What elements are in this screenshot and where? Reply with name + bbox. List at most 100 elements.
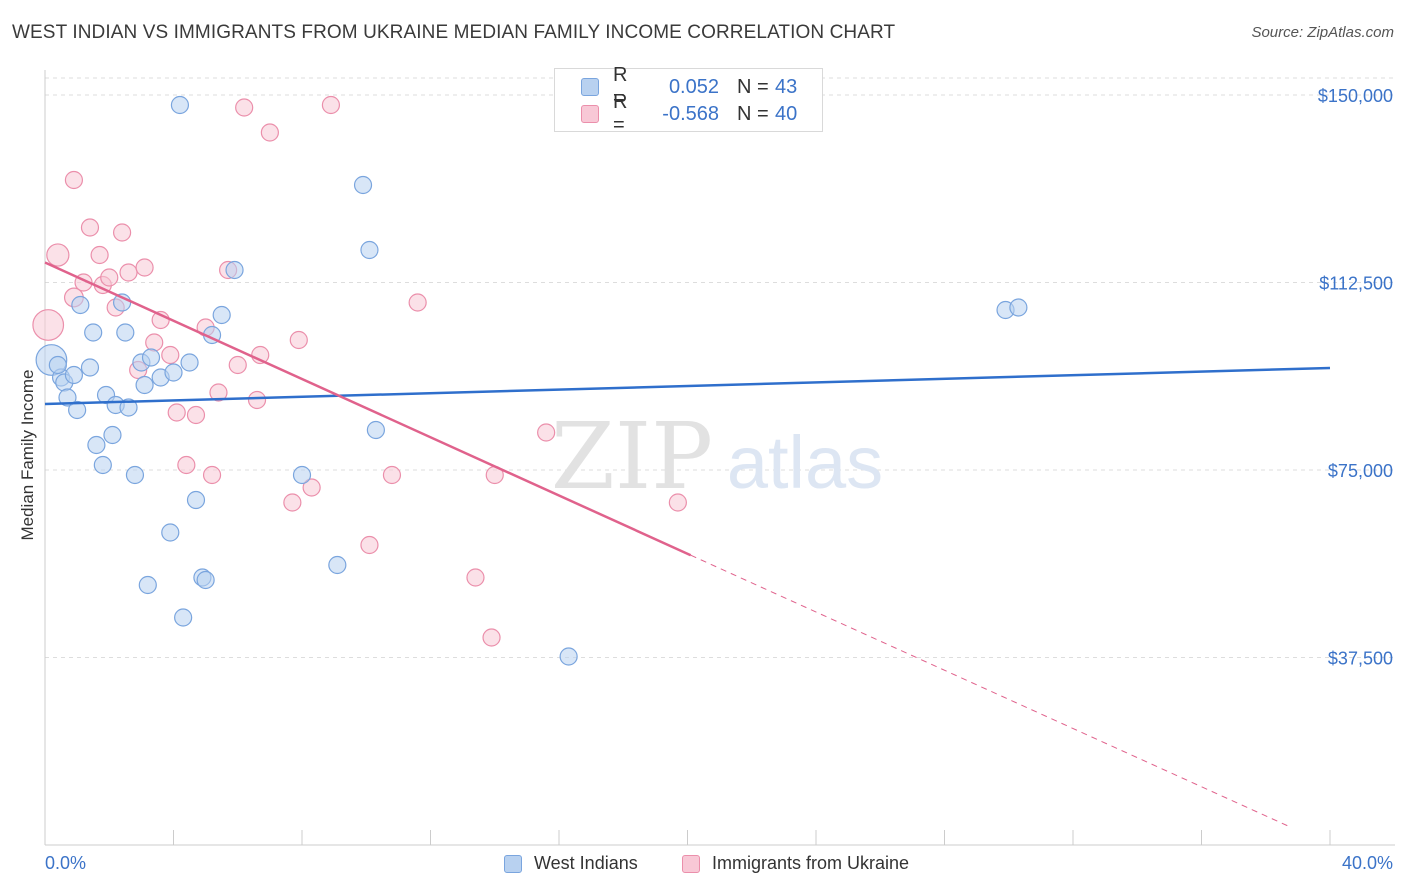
point-west-indian bbox=[559, 647, 578, 666]
chart-title: WEST INDIAN VS IMMIGRANTS FROM UKRAINE M… bbox=[12, 22, 896, 43]
legend-n-value: 43 bbox=[775, 75, 798, 98]
point-ukraine bbox=[90, 245, 109, 265]
point-ukraine bbox=[186, 405, 206, 425]
y-tick-label: $37,500 bbox=[1328, 649, 1393, 669]
point-ukraine bbox=[100, 268, 119, 287]
point-ukraine bbox=[209, 383, 228, 402]
point-ukraine bbox=[135, 258, 154, 277]
point-west-indian bbox=[225, 260, 244, 280]
y-tick-label: $150,000 bbox=[1318, 86, 1393, 106]
point-ukraine bbox=[283, 493, 302, 512]
point-ukraine bbox=[668, 493, 687, 512]
point-west-indian bbox=[141, 348, 161, 367]
point-west-indian bbox=[48, 355, 67, 375]
x-tick-label-max: 40.0% bbox=[1342, 853, 1393, 873]
legend-swatch-pink bbox=[581, 105, 599, 123]
series-legend: West Indians Immigrants from Ukraine bbox=[0, 853, 1406, 875]
legend-swatch-blue bbox=[581, 78, 599, 96]
y-tick-label: $75,000 bbox=[1328, 461, 1393, 481]
legend-label-west-indians: West Indians bbox=[534, 853, 638, 873]
legend-row-ukraine: R = -0.568 N = 40 bbox=[581, 91, 798, 136]
point-ukraine bbox=[247, 390, 267, 410]
legend-n-value: 40 bbox=[775, 102, 798, 125]
grid-lines bbox=[45, 77, 1395, 658]
point-ukraine bbox=[161, 345, 180, 365]
legend-swatch-pink bbox=[682, 854, 700, 873]
point-west-indian bbox=[170, 95, 190, 115]
legend-swatch-blue bbox=[504, 854, 522, 873]
series-immigrants-from-ukraine bbox=[32, 95, 687, 647]
legend-r-value: 0.052 bbox=[668, 75, 719, 98]
legend-r-label: R = bbox=[613, 64, 628, 109]
point-west-indian bbox=[119, 398, 138, 417]
point-ukraine bbox=[112, 223, 132, 242]
point-west-indian bbox=[212, 305, 231, 325]
trend-lines bbox=[44, 261, 1331, 828]
point-ukraine bbox=[235, 98, 254, 117]
point-ukraine bbox=[482, 628, 501, 647]
point-ukraine bbox=[80, 218, 100, 237]
y-axis-label: Median Family Income bbox=[18, 369, 37, 541]
point-west-indian bbox=[180, 353, 199, 372]
point-west-indian bbox=[366, 420, 385, 440]
legend-n-label: N = bbox=[737, 102, 769, 125]
point-west-indian bbox=[87, 435, 106, 455]
point-ukraine bbox=[228, 355, 247, 375]
point-west-indian bbox=[84, 323, 103, 342]
point-ukraine bbox=[360, 535, 379, 555]
point-west-indian bbox=[360, 240, 379, 260]
watermark-zip: ZIP bbox=[551, 403, 713, 510]
legend-item-ukraine: Immigrants from Ukraine bbox=[682, 853, 909, 874]
point-west-indian bbox=[80, 358, 100, 377]
point-west-indian bbox=[58, 388, 77, 407]
point-ukraine bbox=[289, 330, 308, 350]
point-west-indian bbox=[174, 608, 193, 627]
point-west-indian bbox=[161, 523, 180, 542]
point-ukraine bbox=[119, 263, 138, 282]
trend-line-ukraine-extrapolated bbox=[690, 554, 1292, 828]
point-west-indian bbox=[125, 465, 145, 485]
point-ukraine bbox=[382, 465, 402, 485]
point-ukraine bbox=[202, 465, 222, 485]
point-ukraine bbox=[466, 568, 485, 587]
point-west-indian bbox=[196, 570, 215, 590]
point-ukraine bbox=[177, 455, 196, 475]
chart-source: Source: ZipAtlas.com bbox=[1251, 24, 1394, 41]
point-west-indian bbox=[1009, 298, 1028, 317]
point-ukraine bbox=[260, 123, 279, 142]
point-ukraine bbox=[408, 293, 427, 312]
legend-n-label: N = bbox=[737, 75, 769, 98]
point-ukraine bbox=[145, 333, 164, 352]
point-west-indian bbox=[164, 363, 183, 382]
point-ukraine bbox=[32, 309, 65, 341]
point-west-indian bbox=[135, 375, 154, 395]
point-ukraine bbox=[46, 243, 70, 267]
watermark-atlas: atlas bbox=[727, 421, 883, 504]
series-west-indians bbox=[35, 95, 1028, 666]
axes bbox=[44, 70, 1395, 846]
point-west-indian bbox=[93, 455, 112, 475]
point-west-indian bbox=[292, 465, 312, 485]
point-ukraine bbox=[64, 170, 84, 190]
legend-r-label: R = bbox=[613, 91, 628, 136]
legend-label-ukraine: Immigrants from Ukraine bbox=[712, 853, 910, 873]
legend-item-west-indians: West Indians bbox=[504, 853, 638, 874]
trend-line-ukraine bbox=[44, 261, 692, 557]
point-west-indian bbox=[138, 575, 157, 595]
point-west-indian bbox=[353, 175, 373, 195]
point-west-indian bbox=[186, 490, 206, 510]
legend-row-west-indians: R = 0.052 N = 43 bbox=[581, 64, 798, 109]
point-west-indian bbox=[328, 555, 347, 575]
point-west-indian bbox=[103, 425, 122, 445]
watermark: ZIP atlas bbox=[551, 403, 883, 510]
point-ukraine bbox=[537, 423, 556, 442]
point-ukraine bbox=[321, 95, 341, 115]
legend-r-value: -0.568 bbox=[662, 102, 719, 125]
trend-line-west-indians bbox=[44, 366, 1331, 406]
stats-legend: R = 0.052 N = 43 R = -0.568 N = 40 bbox=[554, 64, 823, 136]
point-west-indian bbox=[71, 295, 90, 315]
point-ukraine bbox=[302, 478, 321, 497]
point-west-indian bbox=[68, 400, 87, 420]
point-west-indian bbox=[116, 323, 135, 342]
